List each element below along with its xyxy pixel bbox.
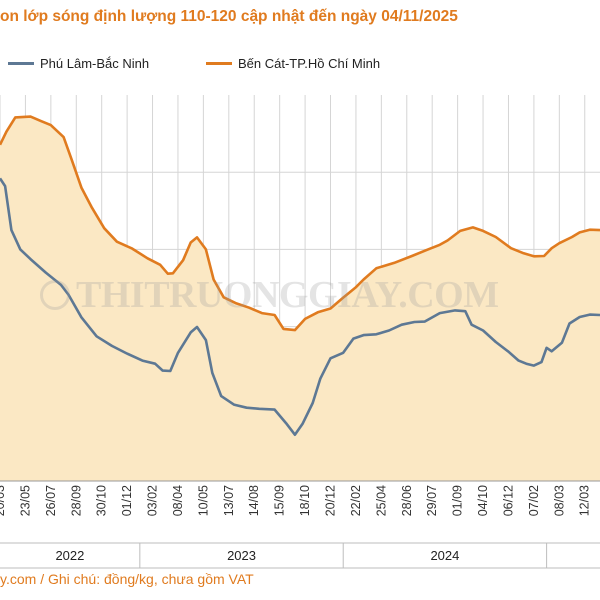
x-tick-label: 23/05 — [18, 485, 32, 516]
legend-label-phu-lam: Phú Lâm-Bắc Ninh — [40, 56, 150, 71]
x-tick-label: 15/09 — [273, 485, 287, 516]
legend-item-phu-lam[interactable]: Phú Lâm-Bắc Ninh — [8, 56, 149, 71]
x-tick-label: 06/12 — [501, 485, 515, 516]
x-tick-label: 29/07 — [425, 485, 439, 516]
x-tick-label: 08/03 — [552, 485, 566, 516]
watermark-logo-icon — [40, 280, 70, 310]
x-tick-label: 01/09 — [451, 485, 465, 516]
x-tick-label: 10/05 — [196, 485, 210, 516]
watermark: THITRUONGGIAY.COM — [40, 273, 499, 317]
chart-title: on lớp sóng định lượng 110-120 cập nhật … — [0, 8, 458, 25]
x-tick-label: 26/07 — [44, 485, 58, 516]
x-tick-label: 28/09 — [69, 485, 83, 516]
x-tick-label: 22/02 — [349, 485, 363, 516]
series-line-phu-lam — [0, 177, 600, 436]
footer-note: y.com / Ghi chú: đồng/kg, chưa gồm VAT — [0, 571, 254, 587]
series-line-ben-cat — [0, 115, 600, 332]
year-label: 2022 — [55, 548, 84, 563]
legend-swatch-phu-lam — [8, 62, 34, 65]
x-tick-label: 25/04 — [374, 485, 388, 516]
x-tick-label: 01/12 — [120, 485, 134, 516]
x-tick-label: 07/02 — [527, 485, 541, 516]
x-tick-label: 30/10 — [95, 485, 109, 516]
x-tick-label: 18/10 — [298, 485, 312, 516]
watermark-text: THITRUONGGIAY.COM — [76, 274, 499, 316]
x-tick-label: 13/07 — [222, 485, 236, 516]
x-tick-label: 04/10 — [476, 485, 490, 516]
x-tick-label: 03/02 — [146, 485, 160, 516]
x-tick-label: 08/04 — [171, 485, 185, 516]
area-fill — [0, 116, 600, 481]
x-tick-label: 20/03 — [0, 485, 7, 516]
year-label: 2023 — [227, 548, 256, 563]
x-tick-label: 14/08 — [247, 485, 261, 516]
x-tick-label: 12/03 — [578, 485, 592, 516]
legend-item-ben-cat[interactable]: Bến Cát-TP.Hồ Chí Minh — [206, 56, 380, 71]
year-label: 2024 — [430, 548, 459, 563]
legend-swatch-ben-cat — [206, 62, 232, 65]
legend-label-ben-cat: Bến Cát-TP.Hồ Chí Minh — [238, 56, 381, 71]
x-tick-label: 20/12 — [324, 485, 338, 516]
x-tick-label: 28/06 — [400, 485, 414, 516]
